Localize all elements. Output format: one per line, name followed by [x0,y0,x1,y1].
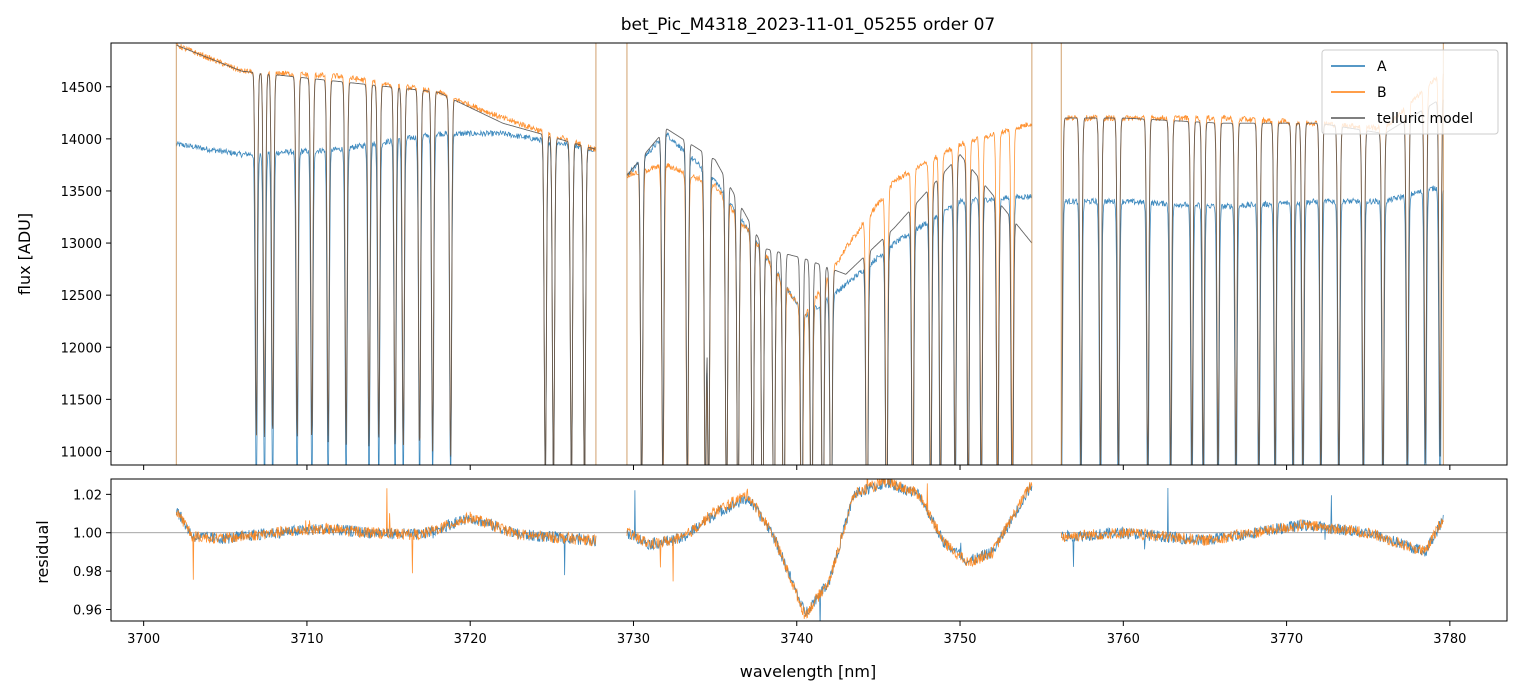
residual-series-a [175,507,597,576]
residual-x-ticks: 3700 3710 3720 3730 3740 3750 3760 3770 3780 [127,621,1466,647]
flux-y-tick-label: 12500 [61,289,102,304]
flux-series-a [1061,185,1444,465]
flux-y-tick-label: 13000 [61,237,102,252]
residual-x-tick-label: 3710 [290,632,323,647]
flux-series-telluric-model [626,128,1033,465]
legend-label-telluric: telluric model [1377,111,1473,127]
legend-label-b: B [1377,85,1387,101]
residual-x-tick-label: 3730 [617,632,650,647]
residual-panel: 0.96 0.98 1.00 1.02 3700 3710 3720 3730 3740 375… [33,478,1508,681]
flux-series-telluric-model [176,44,596,465]
residual-series-group [111,479,1507,621]
flux-series-group [175,43,1444,465]
flux-y-tick-label: 11500 [61,393,102,408]
residual-x-tick-label: 3770 [1270,632,1303,647]
residual-series-b [175,488,597,580]
flux-x-ticks [143,465,1451,470]
residual-y-axis-label: residual [33,520,52,583]
chart-title: bet_Pic_M4318_2023-11-01_05255 order 07 [621,15,995,35]
flux-axes-frame [110,42,1508,466]
flux-series-a [175,129,596,465]
residual-x-tick-label: 3720 [454,632,487,647]
residual-y-tick-label: 1.02 [73,488,102,503]
residual-x-tick-label: 3750 [943,632,976,647]
residual-x-tick-label: 3760 [1107,632,1140,647]
residual-series-b [1060,518,1444,556]
residual-series-b [626,479,1033,619]
residual-y-tick-label: 1.00 [73,527,102,542]
legend-label-a: A [1377,59,1387,75]
residual-y-tick-label: 0.96 [73,603,102,618]
flux-y-tick-label: 14500 [61,81,102,96]
flux-y-tick-label: 13500 [61,185,102,200]
residual-x-tick-label: 3700 [127,632,160,647]
residual-x-tick-label: 3740 [780,632,813,647]
residual-y-ticks: 0.96 0.98 1.00 1.02 [73,488,111,618]
legend: A B telluric model [1321,49,1499,135]
residual-y-tick-label: 0.98 [73,565,102,580]
flux-y-tick-label: 11000 [61,445,102,460]
flux-series-b [176,43,596,465]
flux-y-tick-label: 14000 [61,133,102,148]
flux-y-tick-label: 12000 [61,341,102,356]
x-axis-label: wavelength [nm] [740,662,877,681]
residual-axes-frame [110,478,1508,622]
residual-x-tick-label: 3780 [1433,632,1466,647]
flux-y-axis-label: flux [ADU] [15,213,34,295]
residual-series-a [1060,487,1444,567]
residual-series-a [626,479,1033,621]
flux-series-telluric-model [1060,99,1444,465]
flux-panel: 11000 11500 12000 12500 13000 13500 14000 14500… [15,42,1508,470]
flux-y-ticks: 11000 11500 12000 12500 13000 13500 14000 14500 [61,81,111,460]
legend-frame [1321,49,1499,135]
